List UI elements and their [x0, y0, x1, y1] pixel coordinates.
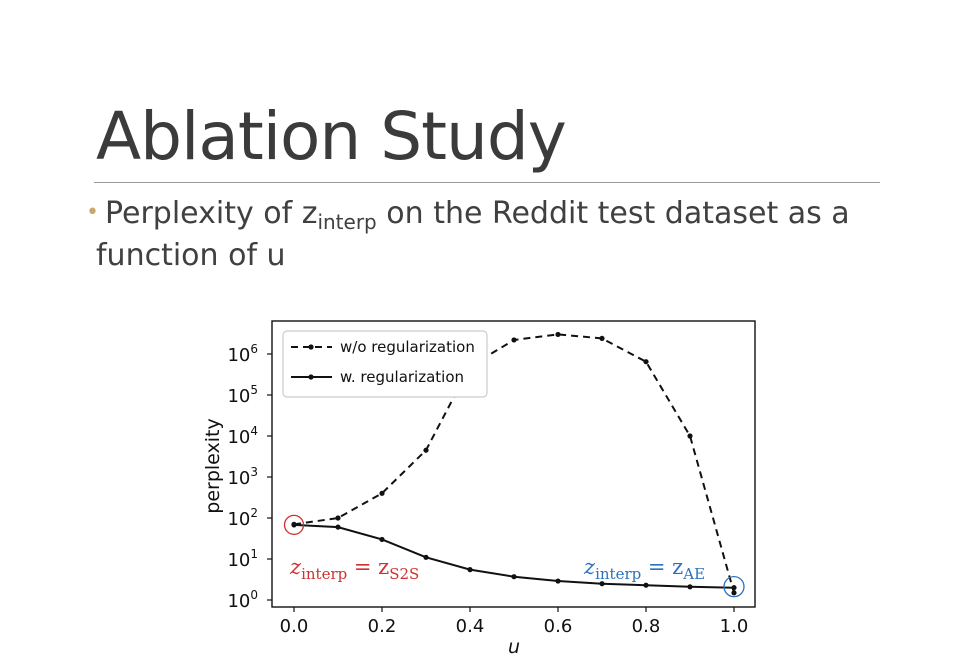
y-tick-label: 102 [227, 506, 258, 530]
legend-label: w/o regularization [340, 338, 475, 356]
data-point [687, 433, 692, 438]
annotation-s2s: zinterp = zS2S [289, 555, 419, 583]
y-tick-label: 104 [227, 424, 258, 448]
legend-label: w. regularization [340, 368, 464, 386]
data-point [335, 515, 340, 520]
data-point [511, 574, 516, 579]
data-point [335, 524, 340, 529]
data-point [599, 336, 604, 341]
x-tick-label: 0.8 [632, 616, 661, 637]
data-point [423, 448, 428, 453]
data-point [379, 537, 384, 542]
data-point [511, 337, 516, 342]
data-point [423, 555, 428, 560]
annotation-ae: zinterp = zAE [583, 555, 705, 583]
x-axis-label: u [508, 636, 520, 658]
data-point [643, 359, 648, 364]
data-point [731, 590, 736, 595]
x-tick-label: 0.4 [456, 616, 485, 637]
legend-marker [308, 344, 313, 349]
x-tick-label: 0.6 [544, 616, 573, 637]
x-tick-label: 0.0 [280, 616, 309, 637]
data-point [467, 567, 472, 572]
x-tick-label: 0.2 [368, 616, 397, 637]
data-point [643, 583, 648, 588]
data-point [291, 522, 296, 527]
data-point [555, 332, 560, 337]
data-point [555, 578, 560, 583]
y-axis-label: perplexity [202, 418, 224, 513]
y-tick-label: 101 [227, 547, 258, 571]
data-point [379, 491, 384, 496]
data-point [687, 584, 692, 589]
x-tick-label: 1.0 [720, 616, 749, 637]
y-tick-label: 103 [227, 465, 258, 489]
y-tick-label: 106 [227, 342, 258, 366]
y-tick-label: 105 [227, 383, 258, 407]
y-tick-label: 100 [227, 588, 258, 612]
data-point [731, 585, 736, 590]
legend-marker [308, 374, 313, 379]
